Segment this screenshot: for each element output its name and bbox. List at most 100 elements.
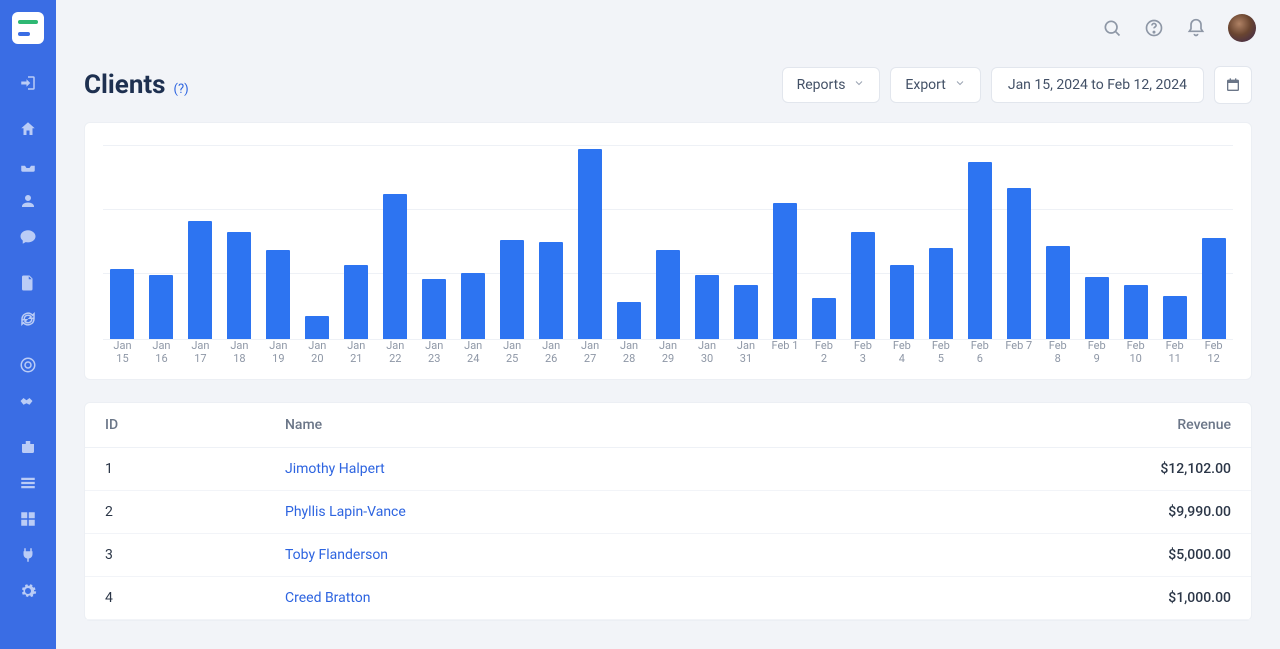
bar[interactable] (1124, 285, 1148, 339)
bar-slot (960, 145, 999, 339)
bar[interactable] (1085, 277, 1109, 339)
bar-slot (765, 145, 804, 339)
bar[interactable] (461, 273, 485, 339)
bar[interactable] (422, 279, 446, 339)
title-help-link[interactable]: (?) (174, 82, 189, 97)
gear-icon[interactable] (19, 582, 37, 600)
user-icon[interactable] (19, 192, 37, 210)
bar-slot (181, 145, 220, 339)
calendar-button[interactable] (1214, 66, 1252, 104)
export-dropdown[interactable]: Export (890, 67, 980, 103)
cell-revenue: $12,102.00 (1071, 448, 1251, 491)
chat-icon[interactable] (19, 228, 37, 246)
export-label: Export (905, 77, 945, 93)
bar[interactable] (110, 269, 134, 339)
sidebar (0, 0, 56, 649)
nav-group-5 (19, 438, 37, 600)
bar-slot (921, 145, 960, 339)
bar-slot (1116, 145, 1155, 339)
bar[interactable] (500, 240, 524, 339)
col-id: ID (85, 403, 265, 448)
bar-label: Jan 25 (493, 339, 532, 365)
client-link[interactable]: Phyllis Lapin-Vance (285, 504, 406, 520)
bar-slot (337, 145, 376, 339)
main-area: Clients (?) Reports Export Jan 15, 2024 … (56, 0, 1280, 649)
bar-slot (532, 145, 571, 339)
bar[interactable] (188, 221, 212, 339)
client-link[interactable]: Jimothy Halpert (285, 461, 385, 477)
bar-slot (804, 145, 843, 339)
bar[interactable] (305, 316, 329, 339)
nav-group-1 (19, 74, 37, 92)
handshake-icon[interactable] (19, 392, 37, 410)
reports-dropdown[interactable]: Reports (782, 67, 881, 103)
bar-slot (454, 145, 493, 339)
bar[interactable] (890, 265, 914, 339)
bell-icon[interactable] (1186, 18, 1206, 38)
bar-label: Feb 7 (999, 339, 1038, 365)
bar[interactable] (617, 302, 641, 339)
bar-label: Feb 10 (1116, 339, 1155, 365)
bar[interactable] (266, 250, 290, 339)
bar-label: Jan 18 (220, 339, 259, 365)
bar[interactable] (1202, 238, 1226, 339)
table-row: 3Toby Flanderson$5,000.00 (85, 534, 1251, 577)
bar-label: Jan 28 (610, 339, 649, 365)
bar-label: Jan 30 (688, 339, 727, 365)
bar-label: Feb 2 (804, 339, 843, 365)
login-icon[interactable] (19, 74, 37, 92)
bar-label: Feb 3 (843, 339, 882, 365)
toolbox-icon[interactable] (19, 438, 37, 456)
lifebuoy-icon[interactable] (19, 356, 37, 374)
bar[interactable] (968, 162, 992, 339)
document-icon[interactable] (19, 274, 37, 292)
grid-icon[interactable] (19, 510, 37, 528)
bar[interactable] (578, 149, 602, 339)
inbox-icon[interactable] (19, 156, 37, 174)
clients-table: ID Name Revenue 1Jimothy Halpert$12,102.… (84, 402, 1252, 621)
col-revenue: Revenue (1071, 403, 1251, 448)
bar[interactable] (812, 298, 836, 339)
bar[interactable] (656, 250, 680, 339)
refresh-icon[interactable] (19, 310, 37, 328)
search-icon[interactable] (1102, 18, 1122, 38)
app-logo[interactable] (12, 12, 44, 44)
client-link[interactable]: Toby Flanderson (285, 547, 388, 563)
bar[interactable] (149, 275, 173, 339)
bar-label: Feb 4 (882, 339, 921, 365)
home-icon[interactable] (19, 120, 37, 138)
nav-group-2 (19, 120, 37, 246)
bar[interactable] (383, 194, 407, 340)
bar[interactable] (1046, 246, 1070, 339)
bar-slot (1194, 145, 1233, 339)
cell-name: Phyllis Lapin-Vance (265, 491, 1071, 534)
bar[interactable] (734, 285, 758, 339)
bar-label: Feb 1 (765, 339, 804, 365)
bar[interactable] (1163, 296, 1187, 339)
bar-label: Jan 15 (103, 339, 142, 365)
bar[interactable] (227, 232, 251, 339)
bar[interactable] (695, 275, 719, 339)
client-link[interactable]: Creed Bratton (285, 590, 371, 606)
bar-label: Jan 29 (649, 339, 688, 365)
bar-label: Feb 9 (1077, 339, 1116, 365)
plug-icon[interactable] (19, 546, 37, 564)
bar[interactable] (1007, 188, 1031, 339)
reports-label: Reports (797, 77, 846, 93)
bar[interactable] (773, 203, 797, 339)
date-range[interactable]: Jan 15, 2024 to Feb 12, 2024 (991, 67, 1204, 103)
avatar[interactable] (1228, 14, 1256, 42)
bar[interactable] (929, 248, 953, 339)
bar[interactable] (851, 232, 875, 339)
cell-name: Jimothy Halpert (265, 448, 1071, 491)
list-icon[interactable] (19, 474, 37, 492)
bar[interactable] (539, 242, 563, 339)
cell-revenue: $5,000.00 (1071, 534, 1251, 577)
help-icon[interactable] (1144, 18, 1164, 38)
cell-name: Creed Bratton (265, 577, 1071, 620)
bar-slot (1077, 145, 1116, 339)
bar-slot (999, 145, 1038, 339)
cell-id: 1 (85, 448, 265, 491)
table-row: 4Creed Bratton$1,000.00 (85, 577, 1251, 620)
bar[interactable] (344, 265, 368, 339)
